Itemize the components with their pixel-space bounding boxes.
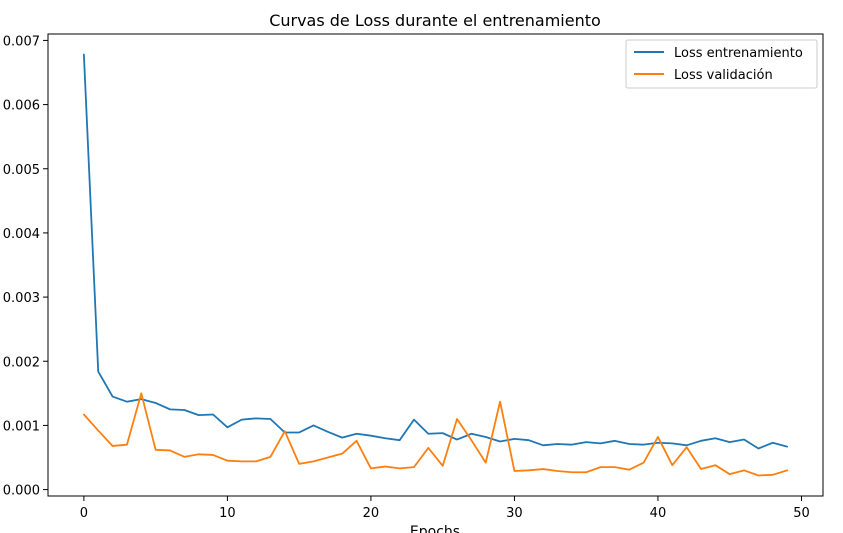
y-tick-label: 0.004 [3, 227, 40, 242]
legend-box [625, 39, 818, 89]
series-line-training [82, 53, 789, 450]
x-tick-label: 10 [219, 506, 236, 521]
y-tick-label: 0.000 [3, 484, 40, 499]
chart-title: Curvas de Loss durante el entrenamiento [269, 11, 601, 30]
axes-layer: 0 10 20 30 40 50 0.000 0.001 0.002 0.003 0.004 0.00… [3, 34, 810, 521]
legend-label-validation: Loss validación [674, 68, 773, 83]
legend-label-training: Loss entrenamiento [674, 46, 803, 61]
y-tick-label: 0.005 [3, 163, 40, 178]
series-line-validation [82, 392, 789, 477]
y-tick-label: 0.002 [3, 355, 40, 370]
x-axis-label: Epochs [410, 524, 460, 533]
y-tick-label: 0.007 [3, 34, 40, 49]
x-tick-label: 30 [506, 506, 523, 521]
legend: Loss entrenamiento Loss validación [625, 39, 818, 89]
y-tick-label: 0.006 [3, 99, 40, 114]
x-tick-label: 0 [80, 506, 88, 521]
y-tick-label: 0.001 [3, 419, 40, 434]
x-tick-label: 20 [363, 506, 380, 521]
series-layer [82, 53, 789, 477]
x-tick-label: 40 [650, 506, 667, 521]
plot-frame [47, 33, 824, 497]
y-tick-label: 0.003 [3, 291, 40, 306]
x-tick-label: 50 [793, 506, 810, 521]
